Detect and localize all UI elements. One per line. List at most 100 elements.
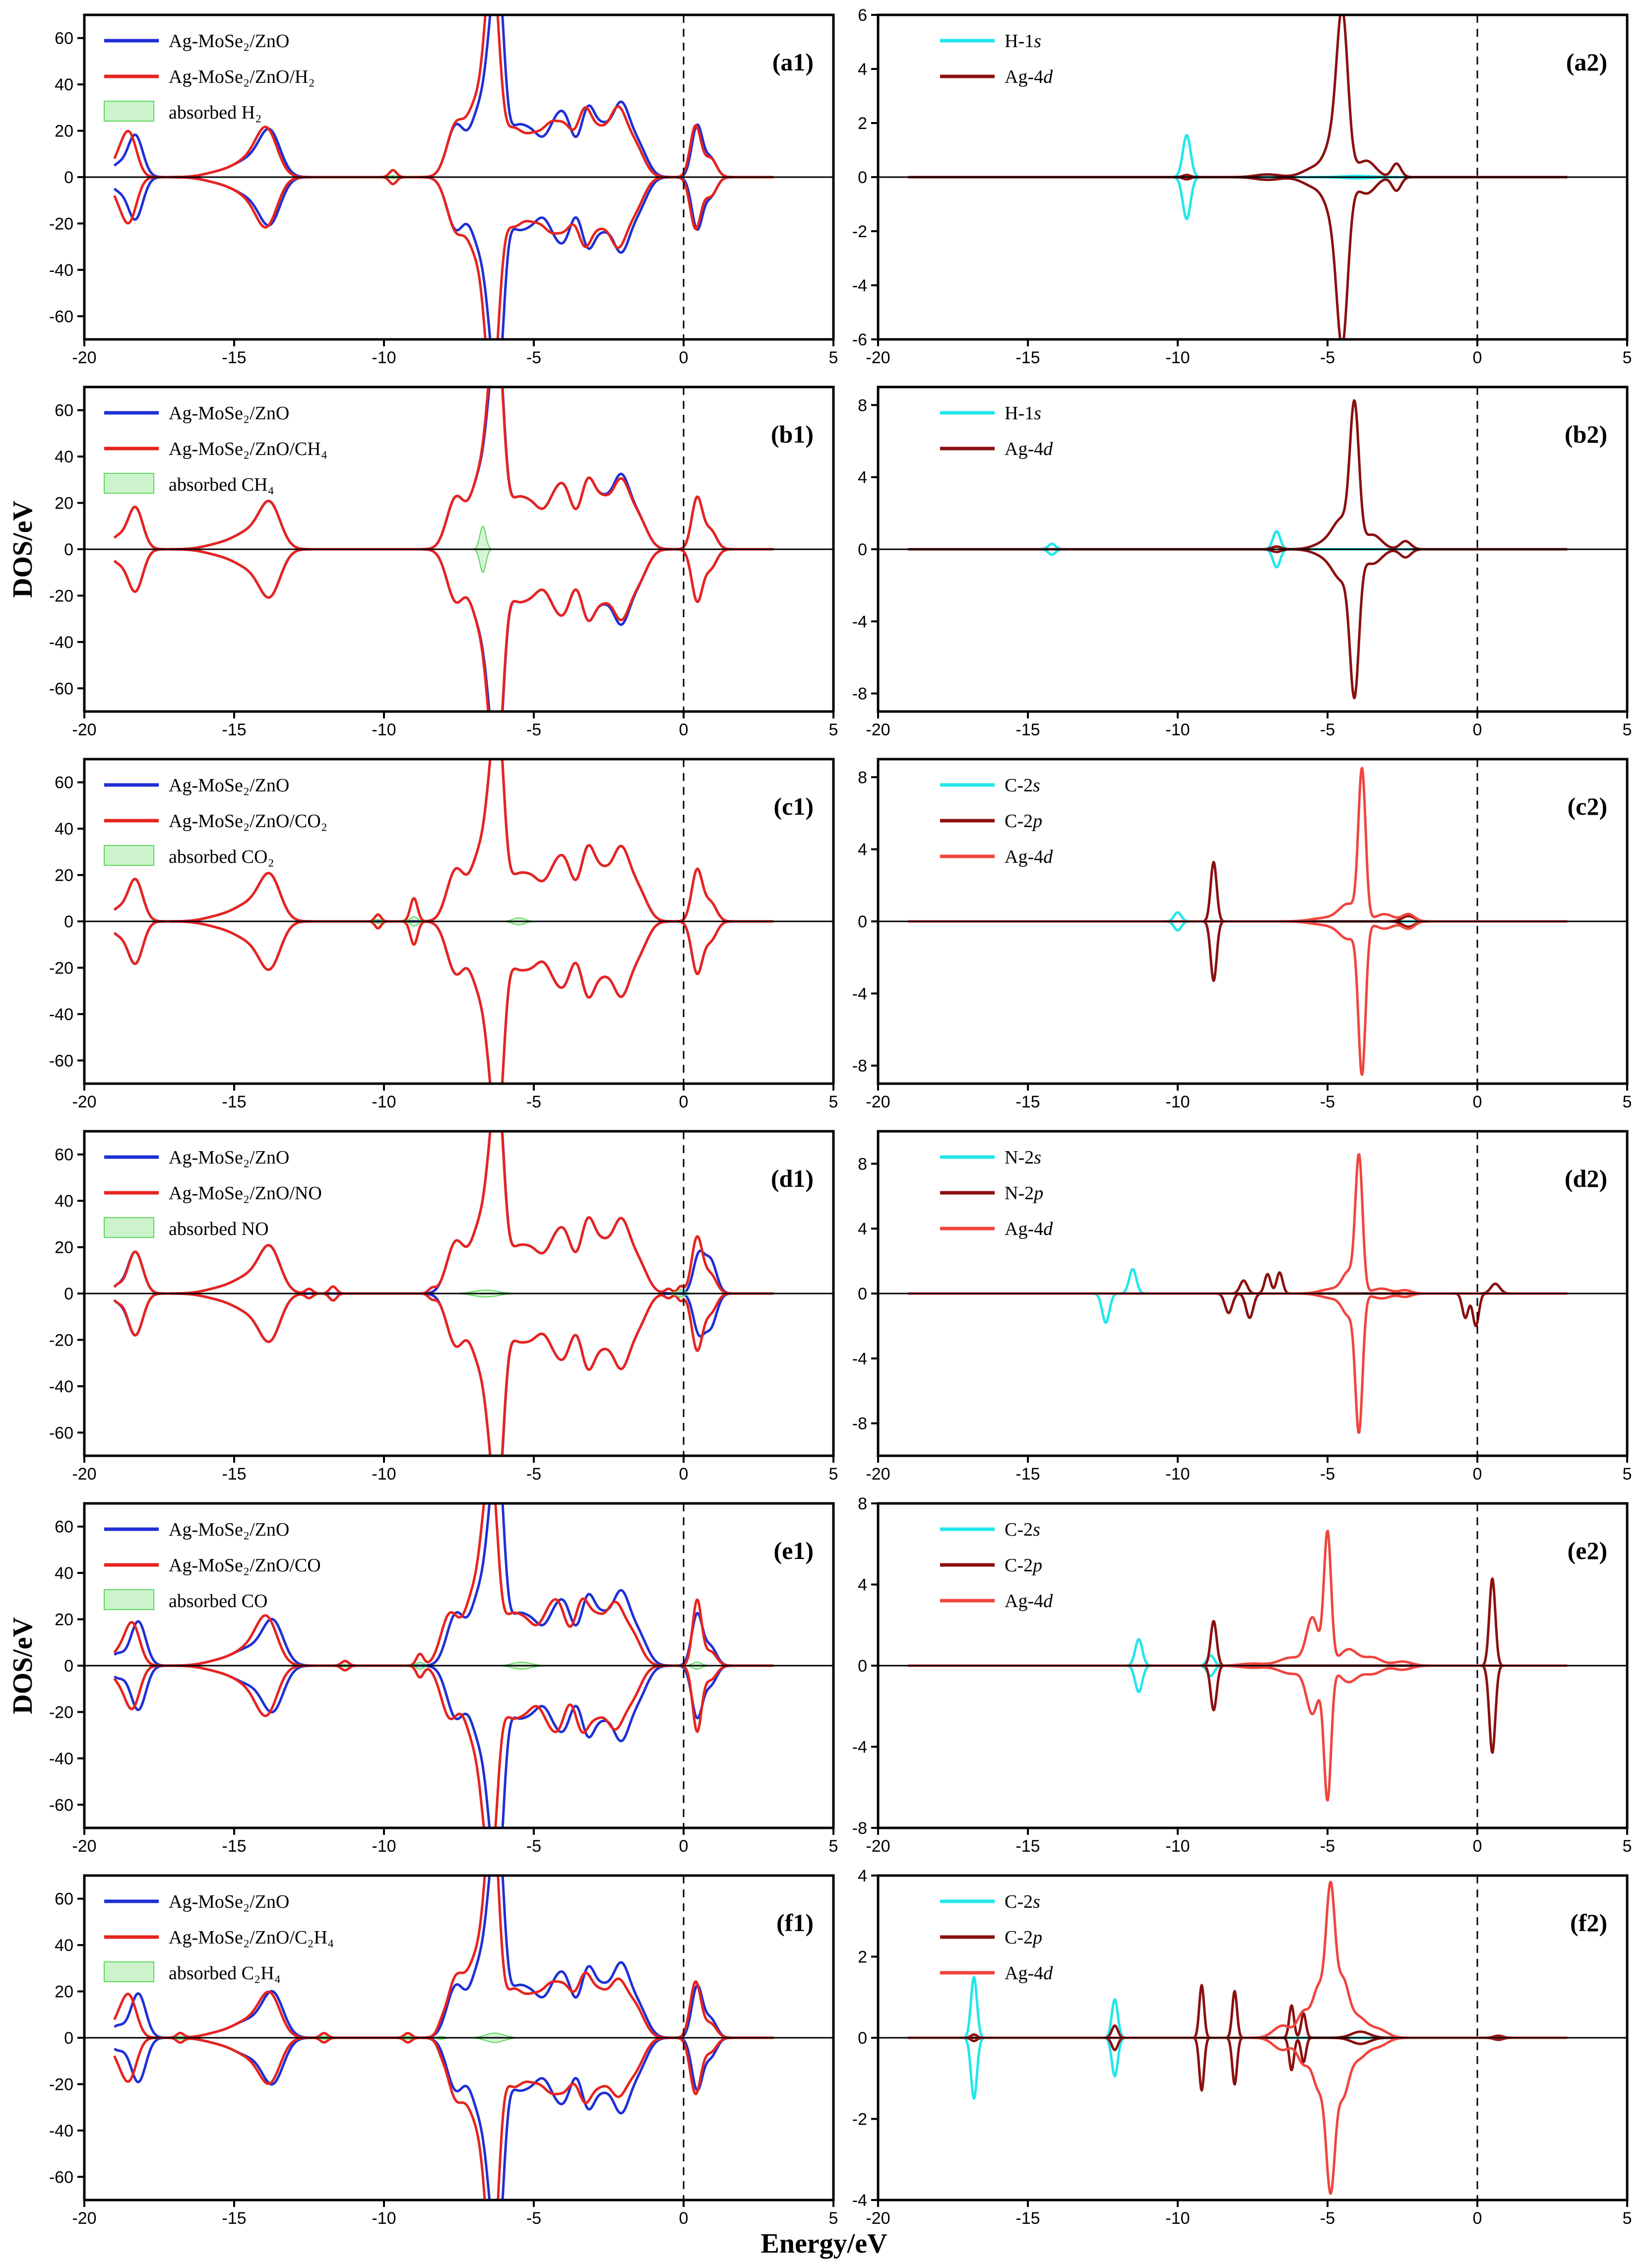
y-tick-label: 40 <box>55 1936 73 1955</box>
y-tick-label: -6 <box>852 330 867 349</box>
x-tick-label: 0 <box>679 1093 689 1111</box>
series-h-1s-down <box>907 548 1568 569</box>
y-tick-label: 0 <box>64 912 73 931</box>
panel-f1: -20 -15 -10 -5 0 5 -60 -40 -20 0 20 40 60 (f1) Ag-MoSe… <box>49 1874 838 2228</box>
x-tick-label: -5 <box>1320 348 1335 367</box>
series-ag-mose2-zno-down <box>113 548 774 712</box>
series-ag-4d-down <box>907 176 1568 339</box>
x-tick-label: 0 <box>679 348 689 367</box>
x-tick-label: -15 <box>1015 348 1040 367</box>
panel-b2: -20 -15 -10 -5 0 5 -8 -4 0 4 8 (b2) H-1s Ag-4d <box>852 386 1632 739</box>
x-tick-label: -15 <box>222 1093 246 1111</box>
y-tick-label: -8 <box>852 685 867 704</box>
panel-c1: -20 -15 -10 -5 0 5 -60 -40 -20 0 20 40 60 (c1) Ag-MoSe… <box>49 758 838 1111</box>
panel-label: (c2) <box>1568 792 1608 820</box>
x-tick-label: -5 <box>526 1093 541 1111</box>
series-ag-4d-down <box>907 548 1568 700</box>
y-tick-label: -8 <box>852 1819 867 1838</box>
series-h-1s-up <box>907 134 1568 179</box>
y-tick-label: 0 <box>64 1657 73 1676</box>
y-tick-label: 20 <box>55 1238 73 1257</box>
series-h-1s-up <box>907 530 1568 551</box>
legend: C-2s C-2p Ag-4d <box>940 1519 1053 1612</box>
legend-label: H-1s <box>1005 31 1041 52</box>
series-ag-mose2-zno-down <box>113 920 774 1084</box>
x-tick-label: -10 <box>372 1465 396 1484</box>
y-axis-title: DOS/eV <box>7 501 38 598</box>
x-tick-label: -20 <box>72 2209 96 2228</box>
x-tick-label: -10 <box>372 1837 396 1856</box>
x-tick-label: -20 <box>866 1465 890 1484</box>
y-tick-label: 20 <box>55 494 73 513</box>
legend-label: C-2s <box>1005 1891 1040 1912</box>
y-tick-label: -4 <box>852 612 867 631</box>
series-c-2p-up <box>907 860 1568 923</box>
x-tick-label: 5 <box>1623 2209 1632 2228</box>
x-tick-label: -20 <box>72 1837 96 1856</box>
y-tick-label: -4 <box>852 276 867 295</box>
x-tick-label: -15 <box>1015 1465 1040 1484</box>
legend-label: C-2s <box>1005 1519 1040 1540</box>
y-tick-label: -40 <box>49 1750 73 1768</box>
legend-label: Ag-MoSe₂/ZnO/CO₂ <box>169 811 327 832</box>
legend-label: N-2s <box>1005 1147 1041 1168</box>
series-ag-mose2-zno-c2h4-down <box>113 2036 774 2200</box>
series-c-2s-up <box>907 911 1568 923</box>
x-tick-label: -15 <box>1015 2209 1040 2228</box>
y-tick-label: 8 <box>858 1155 867 1173</box>
legend-label: Ag-MoSe₂/ZnO/NO <box>169 1183 322 1204</box>
x-tick-label: -20 <box>866 720 890 739</box>
x-tick-label: -10 <box>1165 1465 1190 1484</box>
y-tick-label: -20 <box>49 586 73 605</box>
x-tick-label: -5 <box>526 1465 541 1484</box>
x-tick-label: -15 <box>222 720 246 739</box>
y-tick-label: 0 <box>858 168 867 187</box>
y-tick-label: 0 <box>64 2029 73 2048</box>
legend: C-2s C-2p Ag-4d <box>940 1891 1053 1984</box>
legend: Ag-MoSe₂/ZnO Ag-MoSe₂/ZnO/CO absorbed CO <box>104 1519 321 1612</box>
x-tick-label: -10 <box>1165 720 1190 739</box>
y-tick-label: 60 <box>55 401 73 420</box>
series-ag-mose2-zno-ch4-up <box>113 387 774 551</box>
y-tick-label: 4 <box>858 468 867 487</box>
y-tick-label: -40 <box>49 633 73 652</box>
series-ag-mose2-zno-c2h4-up <box>113 1876 774 2039</box>
y-tick-label: 4 <box>858 60 867 79</box>
panel-label: (a2) <box>1566 48 1607 76</box>
y-tick-label: 0 <box>858 540 867 559</box>
legend: Ag-MoSe₂/ZnO Ag-MoSe₂/ZnO/H₂ absorbed H₂ <box>104 31 315 123</box>
x-tick-label: -10 <box>1165 1093 1190 1111</box>
x-tick-label: -15 <box>222 2209 246 2228</box>
x-tick-label: 0 <box>679 1837 689 1856</box>
series-ag-mose2-zno-up <box>113 15 774 179</box>
series-h-1s-down <box>907 176 1568 220</box>
x-tick-label: 5 <box>829 1093 838 1111</box>
y-tick-label: -8 <box>852 1415 867 1433</box>
legend-label: absorbed C₂H₄ <box>169 1963 281 1984</box>
legend-swatch-fill <box>104 1961 154 1982</box>
panel-d2: -20 -15 -10 -5 0 5 -8 -4 0 4 8 (d2) N-2s N-2p Ag-4d <box>852 1130 1632 1484</box>
series-ag-mose2-zno-no-up <box>113 1131 774 1295</box>
y-tick-label: 40 <box>55 1564 73 1583</box>
panel-e2: -20 -15 -10 -5 0 5 -8 -4 0 4 8 (e2) C-2s C-2p Ag-4d <box>852 1494 1632 1856</box>
y-tick-label: 2 <box>858 114 867 133</box>
x-tick-label: -20 <box>72 348 96 367</box>
series-c-2s-down <box>907 1664 1568 1693</box>
x-tick-label: -20 <box>72 720 96 739</box>
x-tick-label: -5 <box>1320 2209 1335 2228</box>
x-tick-label: -10 <box>372 2209 396 2228</box>
legend: Ag-MoSe₂/ZnO Ag-MoSe₂/ZnO/CH₄ absorbed CH₄ <box>104 403 327 495</box>
x-tick-label: -5 <box>526 1837 541 1856</box>
y-tick-label: 40 <box>55 820 73 839</box>
y-tick-label: 8 <box>858 396 867 415</box>
legend-label: Ag-MoSe₂/ZnO <box>169 1891 289 1912</box>
legend: Ag-MoSe₂/ZnO Ag-MoSe₂/ZnO/C₂H₄ absorbed C₂… <box>104 1891 334 1984</box>
y-tick-label: 0 <box>858 2029 867 2048</box>
legend-label: Ag-MoSe₂/ZnO <box>169 403 289 424</box>
y-tick-label: -20 <box>49 1331 73 1350</box>
y-tick-label: -2 <box>852 222 867 241</box>
x-tick-label: -10 <box>372 348 396 367</box>
y-tick-label: 4 <box>858 1220 867 1238</box>
